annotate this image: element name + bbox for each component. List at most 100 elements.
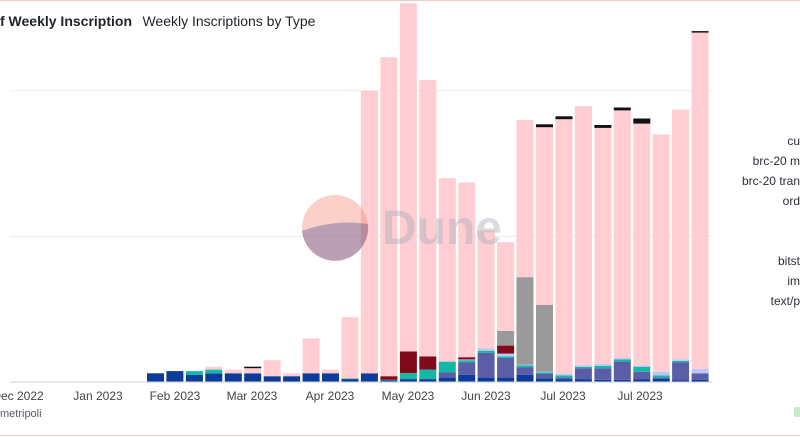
bar-segment: [691, 32, 709, 369]
bar-segment: [380, 57, 398, 377]
bar-segment: [497, 358, 515, 378]
bar-segment: [244, 366, 262, 369]
author-name[interactable]: metripoli: [0, 408, 42, 420]
bar-segment: [244, 368, 262, 374]
bar-segment: [574, 106, 592, 366]
bar-segment: [497, 356, 515, 358]
bar-segment: [322, 373, 339, 382]
tab-weekly-inscription[interactable]: f Weekly Inscription: [0, 13, 132, 29]
bar-segment: [536, 378, 553, 382]
bar-segment: [555, 119, 573, 374]
bar-segment: [438, 377, 456, 382]
bar-segment: [613, 110, 631, 358]
bar-segment: [147, 373, 164, 382]
bar-segment: [652, 378, 670, 382]
bar-segment: [691, 373, 709, 380]
bar-segment: [399, 373, 417, 380]
bar-segment: [185, 374, 203, 382]
bar-segment: [555, 116, 573, 120]
bar-segment: [574, 368, 592, 380]
bar-segment: [399, 351, 417, 374]
bar-segment: [633, 379, 651, 382]
bar-segment: [594, 127, 612, 364]
bar-segment: [574, 379, 592, 382]
bar-segment: [516, 119, 534, 278]
bar-segment: [652, 377, 670, 379]
legend-item[interactable]: cu: [787, 134, 800, 148]
bar-segment: [360, 373, 378, 382]
bar-segment: [497, 377, 515, 382]
bar-segment: [263, 360, 281, 377]
bar-segment: [536, 372, 553, 374]
bar-segment: [594, 368, 612, 380]
x-tick-label: Apr 2023: [306, 389, 355, 403]
bar-segment: [672, 380, 690, 382]
x-tick-label: Jun 2023: [461, 389, 511, 403]
bar-segment: [477, 352, 495, 378]
bar-segment: [341, 317, 359, 379]
status-indicator: [794, 407, 800, 417]
bar-segment: [633, 365, 651, 367]
bar-segment: [322, 369, 339, 374]
bar-segment: [302, 338, 320, 374]
bar-segment: [419, 356, 437, 370]
bar-segment: [633, 366, 651, 372]
bar-segment: [613, 379, 631, 382]
legend-item[interactable]: brc-20 tran: [741, 174, 800, 188]
bar-segment: [613, 361, 631, 380]
x-tick-label: Dec 2022: [0, 389, 44, 403]
bar-segment: [477, 348, 495, 351]
x-tick-label: Mar 2023: [227, 389, 278, 403]
bar-segment: [224, 373, 242, 382]
bar-segment: [574, 365, 592, 367]
legend-item[interactable]: brc-20 m: [752, 154, 800, 168]
bar-segment: [302, 373, 320, 382]
bar-segment: [652, 371, 670, 376]
bar-segment: [497, 331, 515, 346]
bar-segment: [283, 373, 301, 377]
bar-segment: [652, 375, 670, 378]
bar-segment: [438, 372, 456, 378]
bar-segment: [399, 379, 417, 382]
bar-segment: [516, 374, 534, 382]
bar-segment: [672, 360, 690, 363]
x-tick-label: Jan 2023: [73, 389, 123, 403]
bar-segment: [477, 377, 495, 382]
legend-item[interactable]: im: [787, 274, 800, 288]
bar-segment: [419, 369, 437, 380]
bar-segment: [497, 353, 515, 357]
legend-item[interactable]: text/p: [770, 294, 800, 308]
bar-segment: [594, 125, 612, 128]
bar-segment: [166, 371, 184, 382]
x-tick-label: Jul 2023: [617, 389, 663, 403]
bar-segment: [536, 374, 553, 379]
x-tick-label: May 2023: [382, 389, 435, 403]
bar-segment: [555, 374, 573, 376]
bar-segment: [419, 379, 437, 382]
bar-segment: [399, 3, 417, 352]
bar-segment: [594, 366, 612, 369]
bar-segment: [263, 376, 281, 382]
bar-segment: [458, 374, 476, 382]
bar-segment: [283, 376, 301, 382]
bar-segment: [555, 377, 573, 380]
bar-segment: [652, 134, 670, 372]
bar-segment: [458, 357, 476, 360]
bar-segment: [613, 359, 631, 362]
bar-segment: [555, 375, 573, 378]
bar-segment: [536, 124, 553, 128]
bar-segment: [244, 373, 262, 382]
bar-segment: [205, 373, 223, 382]
tab-bar: f Weekly Inscription Weekly Inscriptions…: [0, 13, 321, 33]
legend-item[interactable]: ord: [782, 194, 800, 208]
bar-segment: [341, 379, 359, 382]
tab-weekly-inscriptions-by-type[interactable]: Weekly Inscriptions by Type: [142, 13, 316, 29]
bar-segment: [438, 178, 456, 362]
bar-segment: [516, 365, 534, 368]
bar-segment: [672, 109, 690, 360]
bar-segment: [380, 376, 398, 380]
legend-item[interactable]: bitst: [777, 254, 800, 268]
bar-segment: [438, 361, 456, 373]
